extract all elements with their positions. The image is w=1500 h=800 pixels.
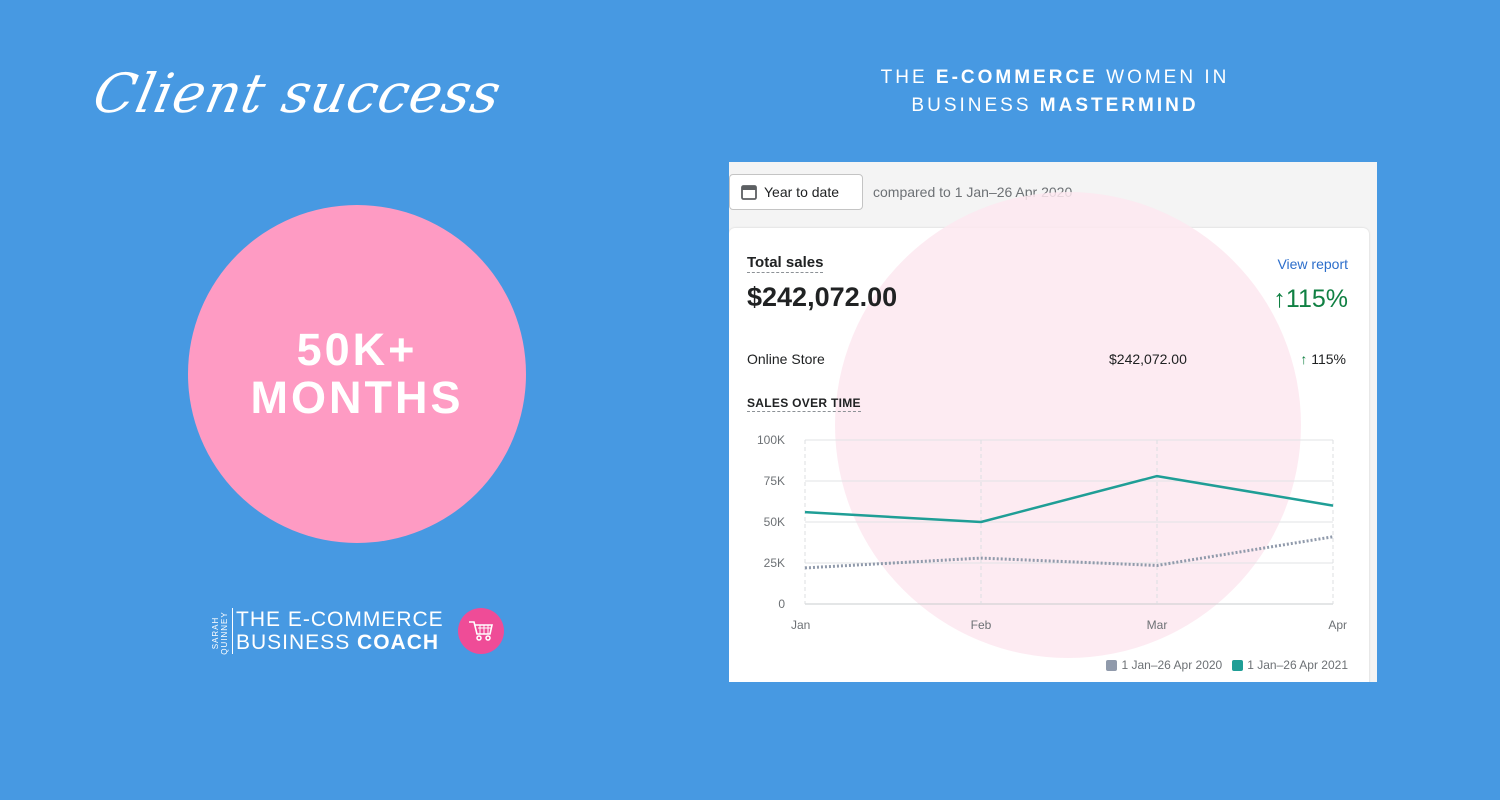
legend-item: 1 Jan–26 Apr 2020 [1106, 658, 1222, 672]
y-tick-label: 25K [764, 556, 785, 570]
logo-line-1: THE E-COMMERCE [236, 608, 444, 631]
calendar-icon [741, 185, 757, 200]
mastermind-heading: THE E-COMMERCE WOMEN IN BUSINESS MASTERM… [860, 64, 1250, 120]
legend-swatch [1106, 659, 1118, 671]
series-line-2 [804, 474, 1334, 524]
analytics-screenshot: Year to date compared to 1 Jan–26 Apr 20… [729, 162, 1377, 682]
view-report-link[interactable]: View report [1277, 256, 1348, 272]
watermark-circle [835, 192, 1301, 658]
chart-legend: 1 Jan–26 Apr 2020 1 Jan–26 Apr 2021 [1106, 658, 1348, 672]
client-success-title: Client success [88, 62, 508, 125]
total-sales-change: ↑115% [1273, 285, 1348, 313]
legend-label: 1 Jan–26 Apr 2020 [1121, 658, 1223, 672]
channel-name: Online Store [747, 351, 825, 367]
series-line-1 [804, 535, 1334, 570]
legend-label: 1 Jan–26 Apr 2021 [1247, 658, 1348, 672]
sales-line-chart: 0 25K 50K 75K 100K Jan Feb Mar Apr [757, 433, 1347, 632]
result-badge-line-1: 50K+ [296, 324, 418, 375]
y-tick-label: 75K [764, 474, 785, 488]
brand-logo: SARAH QUINNEY THE E-COMMERCE BUSINESS CO… [211, 606, 512, 658]
x-tick-label: Jan [791, 618, 810, 632]
logo-line-2: BUSINESS COACH [236, 631, 440, 654]
up-arrow-icon: ↑ [1300, 351, 1308, 367]
channel-change: ↑ 115% [1300, 351, 1346, 367]
total-sales-value: $242,072.00 [747, 282, 898, 312]
y-tick-label: 0 [778, 597, 785, 611]
legend-swatch [1232, 659, 1244, 671]
x-tick-label: Apr [1328, 618, 1347, 632]
y-tick-label: 50K [764, 515, 785, 529]
y-tick-label: 100K [757, 433, 785, 447]
legend-item: 1 Jan–26 Apr 2021 [1232, 658, 1348, 672]
total-sales-card: Total sales View report $242,072.00 ↑115… [729, 192, 1369, 682]
date-range-button[interactable]: Year to date [729, 174, 863, 210]
result-badge: 50K+ MONTHS [188, 205, 526, 543]
date-range-label: Year to date [764, 184, 839, 200]
result-badge-line-2: MONTHS [250, 372, 464, 423]
logo-vertical-name: SARAH QUINNEY [211, 611, 229, 655]
channel-value: $242,072.00 [1109, 351, 1187, 367]
x-tick-label: Feb [971, 618, 992, 632]
total-sales-label[interactable]: Total sales [747, 254, 824, 273]
mastermind-line-1: THE E-COMMERCE WOMEN IN [880, 67, 1230, 88]
shopping-cart-icon [458, 608, 504, 654]
mastermind-line-2: BUSINESS MASTERMIND [911, 95, 1199, 116]
logo-divider [232, 608, 233, 654]
x-tick-label: Mar [1147, 618, 1168, 632]
sales-over-time-label[interactable]: SALES OVER TIME [747, 396, 861, 412]
